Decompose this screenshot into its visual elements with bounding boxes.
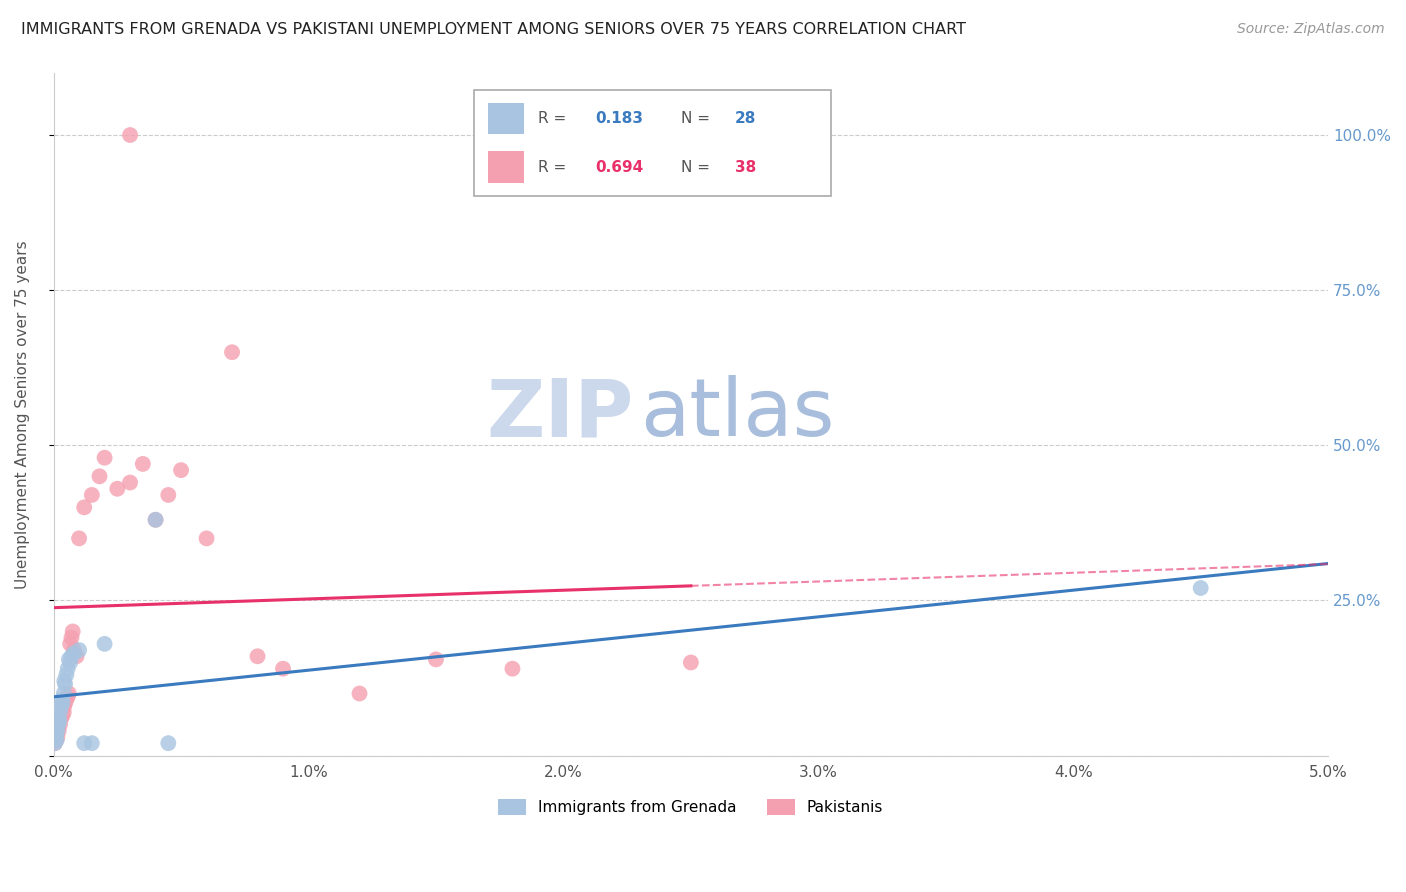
Point (67, 643, 90, 657)
Point (59, 656, 82, 670)
Point (49, 705, 72, 719)
Point (49, 717, 72, 731)
Point (89, 469, 111, 483)
Point (48, 723, 70, 738)
Point (44, 736, 66, 750)
Point (73, 500, 96, 515)
Point (51, 696, 73, 710)
Point (52, 705, 75, 719)
Y-axis label: Unemployment Among Seniors over 75 years: Unemployment Among Seniors over 75 years (15, 240, 30, 589)
Point (120, 475, 142, 490)
Text: Source: ZipAtlas.com: Source: ZipAtlas.com (1237, 22, 1385, 37)
Point (53, 674, 76, 689)
Point (349, 686, 371, 700)
Point (46, 717, 69, 731)
Point (52, 686, 75, 700)
Legend: Immigrants from Grenada, Pakistanis: Immigrants from Grenada, Pakistanis (491, 792, 891, 823)
Point (60, 649, 83, 664)
Point (157, 488, 180, 502)
Point (93, 450, 115, 465)
Point (55, 668, 77, 682)
Point (53, 698, 76, 713)
Point (51, 698, 73, 713)
Point (60, 631, 83, 645)
Point (93, 637, 115, 651)
Text: ZIP: ZIP (486, 376, 634, 453)
Point (45, 733, 67, 747)
Point (45, 730, 67, 744)
Point (56, 662, 79, 676)
Point (63, 643, 86, 657)
Point (679, 656, 702, 670)
Point (58, 686, 80, 700)
Point (145, 513, 167, 527)
Point (80, 488, 103, 502)
Point (44, 736, 66, 750)
Point (51, 692, 73, 706)
Point (271, 662, 294, 676)
Point (170, 463, 193, 477)
Point (56, 690, 79, 704)
Point (48, 711, 70, 725)
Point (58, 652, 80, 666)
Point (157, 736, 180, 750)
Point (221, 345, 243, 359)
Point (55, 692, 77, 706)
Point (120, 128, 142, 142)
Point (48, 714, 70, 729)
Point (62, 624, 84, 639)
Point (45, 727, 67, 741)
Point (73, 736, 96, 750)
Point (195, 532, 218, 546)
Point (80, 736, 103, 750)
Point (63, 646, 86, 660)
Point (132, 457, 155, 471)
Point (501, 662, 523, 676)
Point (425, 652, 447, 666)
Point (145, 513, 167, 527)
Point (246, 649, 269, 664)
Text: IMMIGRANTS FROM GRENADA VS PAKISTANI UNEMPLOYMENT AMONG SENIORS OVER 75 YEARS CO: IMMIGRANTS FROM GRENADA VS PAKISTANI UNE… (21, 22, 966, 37)
Point (45, 733, 67, 747)
Point (67, 532, 90, 546)
Point (1189, 581, 1212, 595)
Point (65, 649, 87, 664)
Point (51, 711, 73, 725)
Point (53, 696, 76, 710)
Point (46, 723, 69, 738)
Point (105, 482, 128, 496)
Point (46, 730, 69, 744)
Point (53, 677, 76, 691)
Text: atlas: atlas (640, 376, 834, 453)
Point (59, 637, 82, 651)
Point (51, 708, 73, 723)
